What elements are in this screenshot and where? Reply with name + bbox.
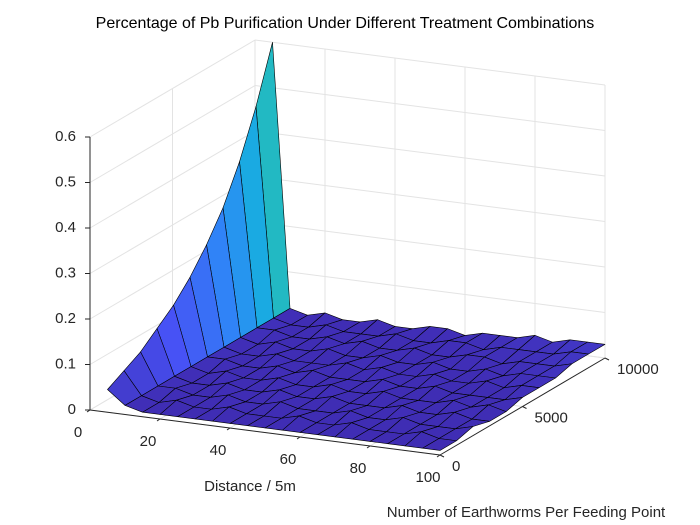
y-tick-label: 5000 <box>535 409 568 426</box>
x-tick-label: 60 <box>280 451 297 468</box>
x-tick <box>296 436 301 440</box>
chart-title: Percentage of Pb Purification Under Diff… <box>96 15 595 32</box>
x-tick <box>366 445 371 449</box>
x-tick <box>156 418 161 422</box>
y-tick-label: 0 <box>452 458 460 475</box>
grid-line <box>89 176 256 274</box>
grid-line <box>89 85 256 183</box>
z-tick-label: 0.4 <box>55 219 76 236</box>
surface-face <box>422 438 457 451</box>
x-tick <box>226 427 231 431</box>
y-axis-label: Number of Earthworms Per Feeding Point <box>387 504 666 521</box>
grid-line <box>89 130 256 229</box>
z-tick-label: 0 <box>68 401 76 418</box>
x-tick-label: 0 <box>74 424 82 441</box>
x-tick-label: 80 <box>350 460 367 477</box>
z-tick-label: 0.1 <box>55 355 76 372</box>
z-tick-label: 0.6 <box>55 128 76 145</box>
z-tick-label: 0.3 <box>55 264 76 281</box>
x-tick-label: 40 <box>210 442 227 459</box>
y-tick <box>522 406 527 409</box>
x-tick <box>436 454 441 458</box>
x-tick-label: 100 <box>415 469 440 486</box>
grid-line <box>254 267 606 313</box>
grid-line <box>89 39 256 138</box>
y-tick <box>439 454 445 458</box>
grid-line <box>254 130 606 177</box>
grid-line <box>254 176 606 222</box>
x-tick-label: 20 <box>140 433 157 450</box>
z-tick-label: 0.5 <box>55 173 76 190</box>
z-tick-label: 0.2 <box>55 310 76 327</box>
y-tick-label: 10000 <box>617 361 659 378</box>
x-axis-label: Distance / 5m <box>204 478 296 495</box>
x-axis-line <box>89 409 441 456</box>
grid-line <box>254 85 606 131</box>
grid-line <box>254 221 606 268</box>
grid-line <box>254 39 606 86</box>
y-tick <box>604 357 610 361</box>
